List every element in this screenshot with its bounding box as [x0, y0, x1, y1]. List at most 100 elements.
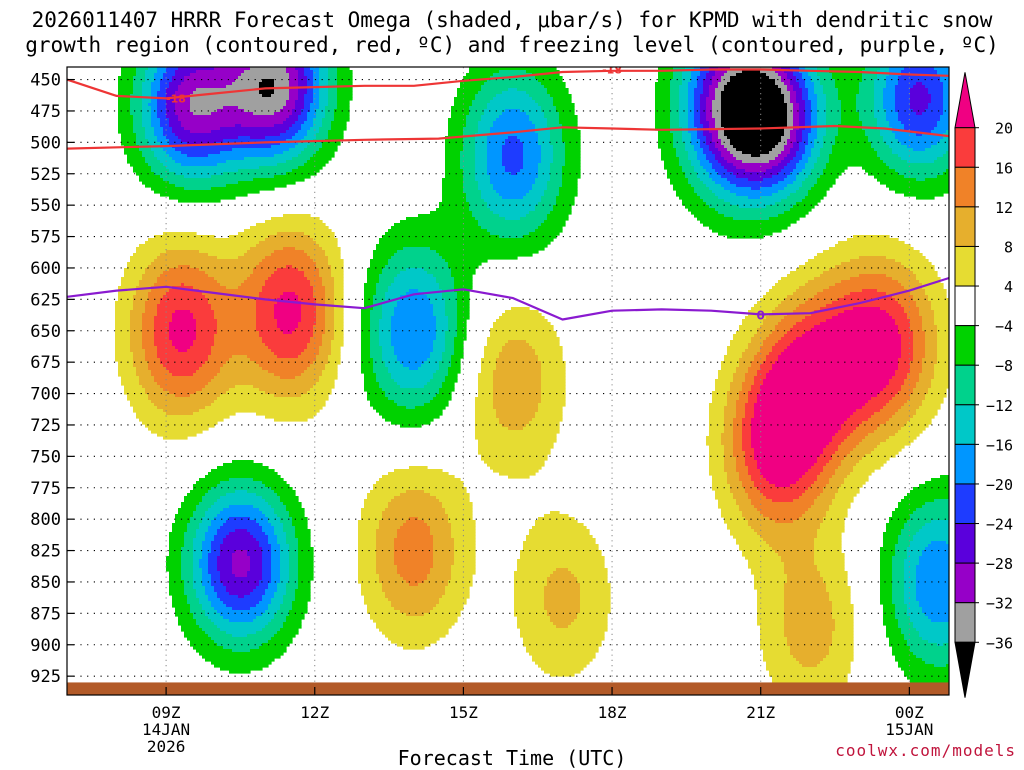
omega-cell: [211, 577, 221, 581]
omega-cell: [781, 139, 788, 143]
omega-cell: [769, 544, 815, 548]
omega-cell: [688, 121, 695, 125]
omega-cell: [880, 424, 905, 428]
omega-cell: [157, 313, 173, 317]
omega-cell: [937, 340, 949, 344]
omega-cell: [766, 541, 815, 545]
omega-cell: [838, 487, 860, 491]
omega-cell: [262, 613, 275, 617]
omega-cell: [772, 367, 899, 371]
omega-cell: [256, 412, 317, 416]
omega-cell: [859, 460, 887, 464]
omega-cell: [931, 379, 949, 383]
omega-cell: [751, 526, 821, 530]
omega-cell: [580, 586, 611, 590]
omega-cell: [802, 154, 812, 158]
omega-cell: [538, 202, 557, 206]
omega-cell: [487, 337, 560, 341]
omega-cell: [196, 334, 215, 338]
omega-cell: [160, 118, 170, 122]
omega-cell: [295, 100, 305, 104]
omega-cell: [544, 514, 569, 518]
omega-cell: [814, 91, 824, 95]
omega-cell: [229, 592, 251, 596]
omega-cell: [169, 370, 197, 374]
omega-cell: [304, 274, 320, 278]
omega-cell: [196, 535, 206, 539]
omega-cell: [373, 307, 383, 311]
omega-cell: [130, 343, 143, 347]
omega-cell: [745, 454, 755, 458]
omega-cell: [217, 592, 230, 596]
omega-cell: [916, 133, 923, 137]
omega-cell: [856, 94, 875, 98]
omega-cell: [220, 553, 233, 557]
omega-cell: [118, 91, 134, 95]
omega-cell: [742, 433, 752, 437]
credit-text[interactable]: coolwx.com/models: [835, 741, 1016, 760]
omega-cell: [787, 88, 794, 92]
omega-cell: [862, 457, 890, 461]
omega-cell: [175, 610, 191, 614]
omega-cell: [772, 148, 785, 152]
omega-cell: [298, 154, 314, 158]
omega-cell: [493, 187, 533, 191]
omega-cell: [268, 277, 308, 281]
omega-cell: [481, 190, 497, 194]
omega-cell: [826, 94, 839, 98]
omega-cell: [391, 340, 434, 344]
omega-cell: [784, 127, 794, 131]
omega-cell: [514, 613, 548, 617]
omega-cell: [754, 304, 779, 308]
omega-cell: [754, 583, 785, 587]
omega-cell: [538, 142, 551, 146]
omega-cell: [283, 523, 293, 527]
omega-cell: [484, 199, 542, 203]
omega-cell: [745, 451, 755, 455]
omega-cell: [673, 142, 686, 146]
omega-cell: [814, 82, 821, 86]
omega-cell: [928, 103, 944, 107]
omega-cell: [154, 337, 170, 341]
omega-cell: [751, 571, 785, 575]
omega-cell: [775, 157, 785, 161]
omega-cell: [757, 331, 773, 335]
omega-cell: [526, 535, 593, 539]
omega-cell: [562, 136, 581, 140]
omega-cell: [490, 334, 557, 338]
y-axis: 4504755005255505756006256506757007257507…: [30, 71, 74, 687]
omega-cell: [370, 325, 380, 329]
omega-cell: [562, 133, 581, 137]
omega-cell: [856, 97, 875, 101]
omega-cell: [433, 310, 446, 314]
omega-cell: [517, 88, 548, 92]
omega-cell: [880, 553, 896, 557]
omega-cell: [541, 370, 566, 374]
omega-cell: [697, 172, 710, 176]
omega-cell: [892, 574, 905, 578]
omega-cell: [694, 148, 704, 152]
omega-cell: [787, 118, 794, 122]
omega-cell: [724, 451, 734, 455]
omega-cell: [760, 196, 788, 200]
omega-cell: [289, 97, 299, 101]
omega-cell: [814, 88, 824, 92]
omega-cell: [886, 439, 914, 443]
omega-cell: [817, 115, 827, 119]
omega-cell: [541, 400, 566, 404]
omega-cell: [814, 184, 833, 188]
omega-cell: [157, 256, 218, 260]
omega-cell: [475, 160, 488, 164]
omega-cell: [298, 166, 323, 170]
omega-cell: [730, 490, 746, 494]
colorbar-label: −28: [986, 555, 1013, 573]
omega-cell: [772, 67, 782, 71]
omega-cell: [247, 574, 263, 578]
omega-cell: [298, 562, 314, 566]
omega-cell: [862, 421, 887, 425]
omega-cell: [799, 112, 806, 116]
omega-cell: [289, 88, 299, 92]
omega-cell: [280, 550, 290, 554]
omega-cell: [943, 97, 949, 101]
omega-cell: [826, 100, 842, 104]
